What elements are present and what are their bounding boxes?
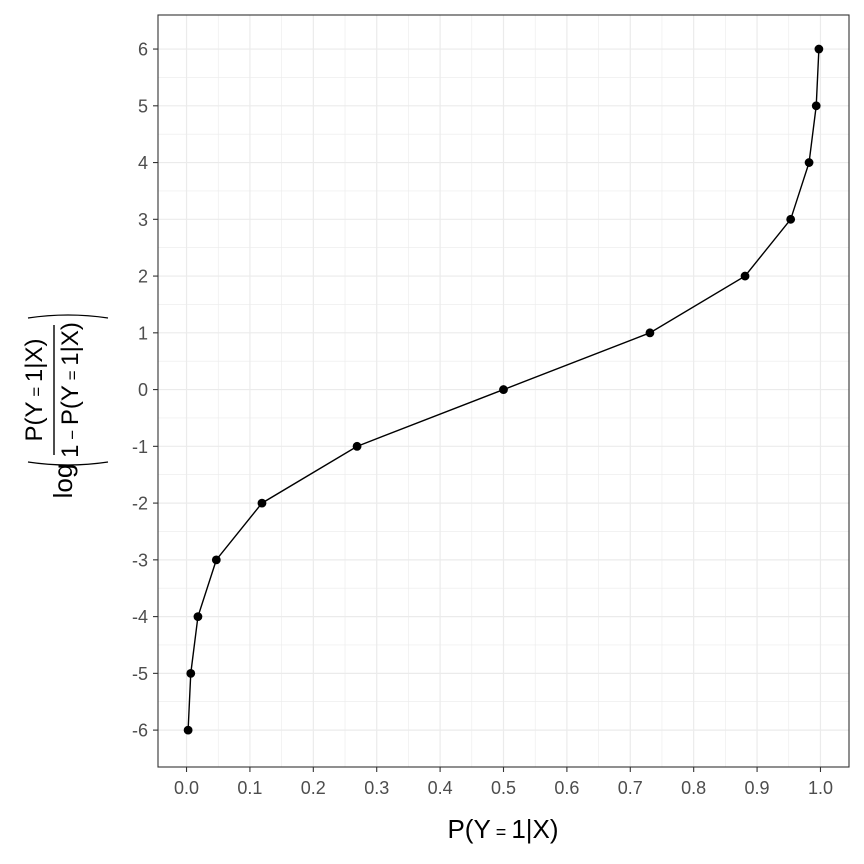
y-tick-label: 5 [138, 96, 148, 116]
data-point [352, 441, 362, 451]
y-tick-label: 0 [138, 380, 148, 400]
y-tick-label: -3 [132, 550, 148, 570]
y-tick-label: -6 [132, 721, 148, 741]
data-point [499, 385, 508, 394]
y-title-left-paren [27, 461, 109, 466]
x-tick-label: 0.7 [618, 778, 643, 798]
y-tick-label: 3 [138, 210, 148, 230]
data-point [193, 612, 203, 621]
y-tick-label: 4 [138, 153, 148, 173]
x-title-suffix: X) [533, 814, 559, 844]
data-point [740, 271, 750, 281]
y-tick-label: -1 [132, 437, 148, 457]
x-tick-label: 0.8 [681, 778, 706, 798]
y-axis: -6 -5 -4 -3 -2 -1 0 1 2 3 4 5 6 [132, 40, 158, 741]
data-point [804, 158, 814, 167]
x-axis-title: P(Y = 1|X) [447, 814, 558, 844]
x-axis: 0.0 0.1 0.2 0.3 0.4 0.5 0.6 0.7 0.8 0.9 1.0 [174, 767, 833, 798]
y-tick-label: 6 [138, 40, 148, 60]
data-point [645, 328, 655, 338]
y-tick-label: -2 [132, 494, 148, 514]
x-title-prefix: P(Y [447, 814, 490, 844]
data-point [257, 498, 267, 508]
data-point [814, 44, 824, 54]
x-tick-label: 0.1 [237, 778, 262, 798]
data-point [186, 668, 196, 678]
x-title-eq: = [491, 822, 512, 842]
x-title-bar: | [526, 814, 533, 844]
x-tick-label: 0.5 [491, 778, 516, 798]
y-tick-label: -5 [132, 664, 148, 684]
y-axis-title: log P(Y = 1|X) 1 − P(Y = 1|X) [21, 314, 109, 499]
y-tick-label: -4 [132, 607, 148, 627]
data-series [183, 44, 824, 735]
svg-text:P(Y = 1|X): P(Y = 1|X) [447, 814, 558, 844]
x-tick-label: 0.9 [745, 778, 770, 798]
y-title-numerator: P(Y = 1|X) [21, 339, 48, 442]
y-tick-label: 1 [138, 323, 148, 343]
data-point [811, 101, 821, 111]
data-point [211, 555, 221, 565]
data-point [786, 214, 796, 224]
y-title-log: log [48, 464, 78, 499]
x-tick-label: 0.2 [301, 778, 326, 798]
x-title-one: 1 [511, 814, 525, 844]
y-title-denominator: 1 − P(Y = 1|X) [57, 322, 84, 458]
y-title-right-paren [27, 314, 109, 319]
x-tick-label: 0.0 [174, 778, 199, 798]
x-tick-label: 1.0 [808, 778, 833, 798]
x-tick-label: 0.6 [554, 778, 579, 798]
data-point [183, 725, 193, 735]
x-tick-label: 0.3 [364, 778, 389, 798]
x-tick-label: 0.4 [428, 778, 453, 798]
y-tick-label: 2 [138, 267, 148, 287]
